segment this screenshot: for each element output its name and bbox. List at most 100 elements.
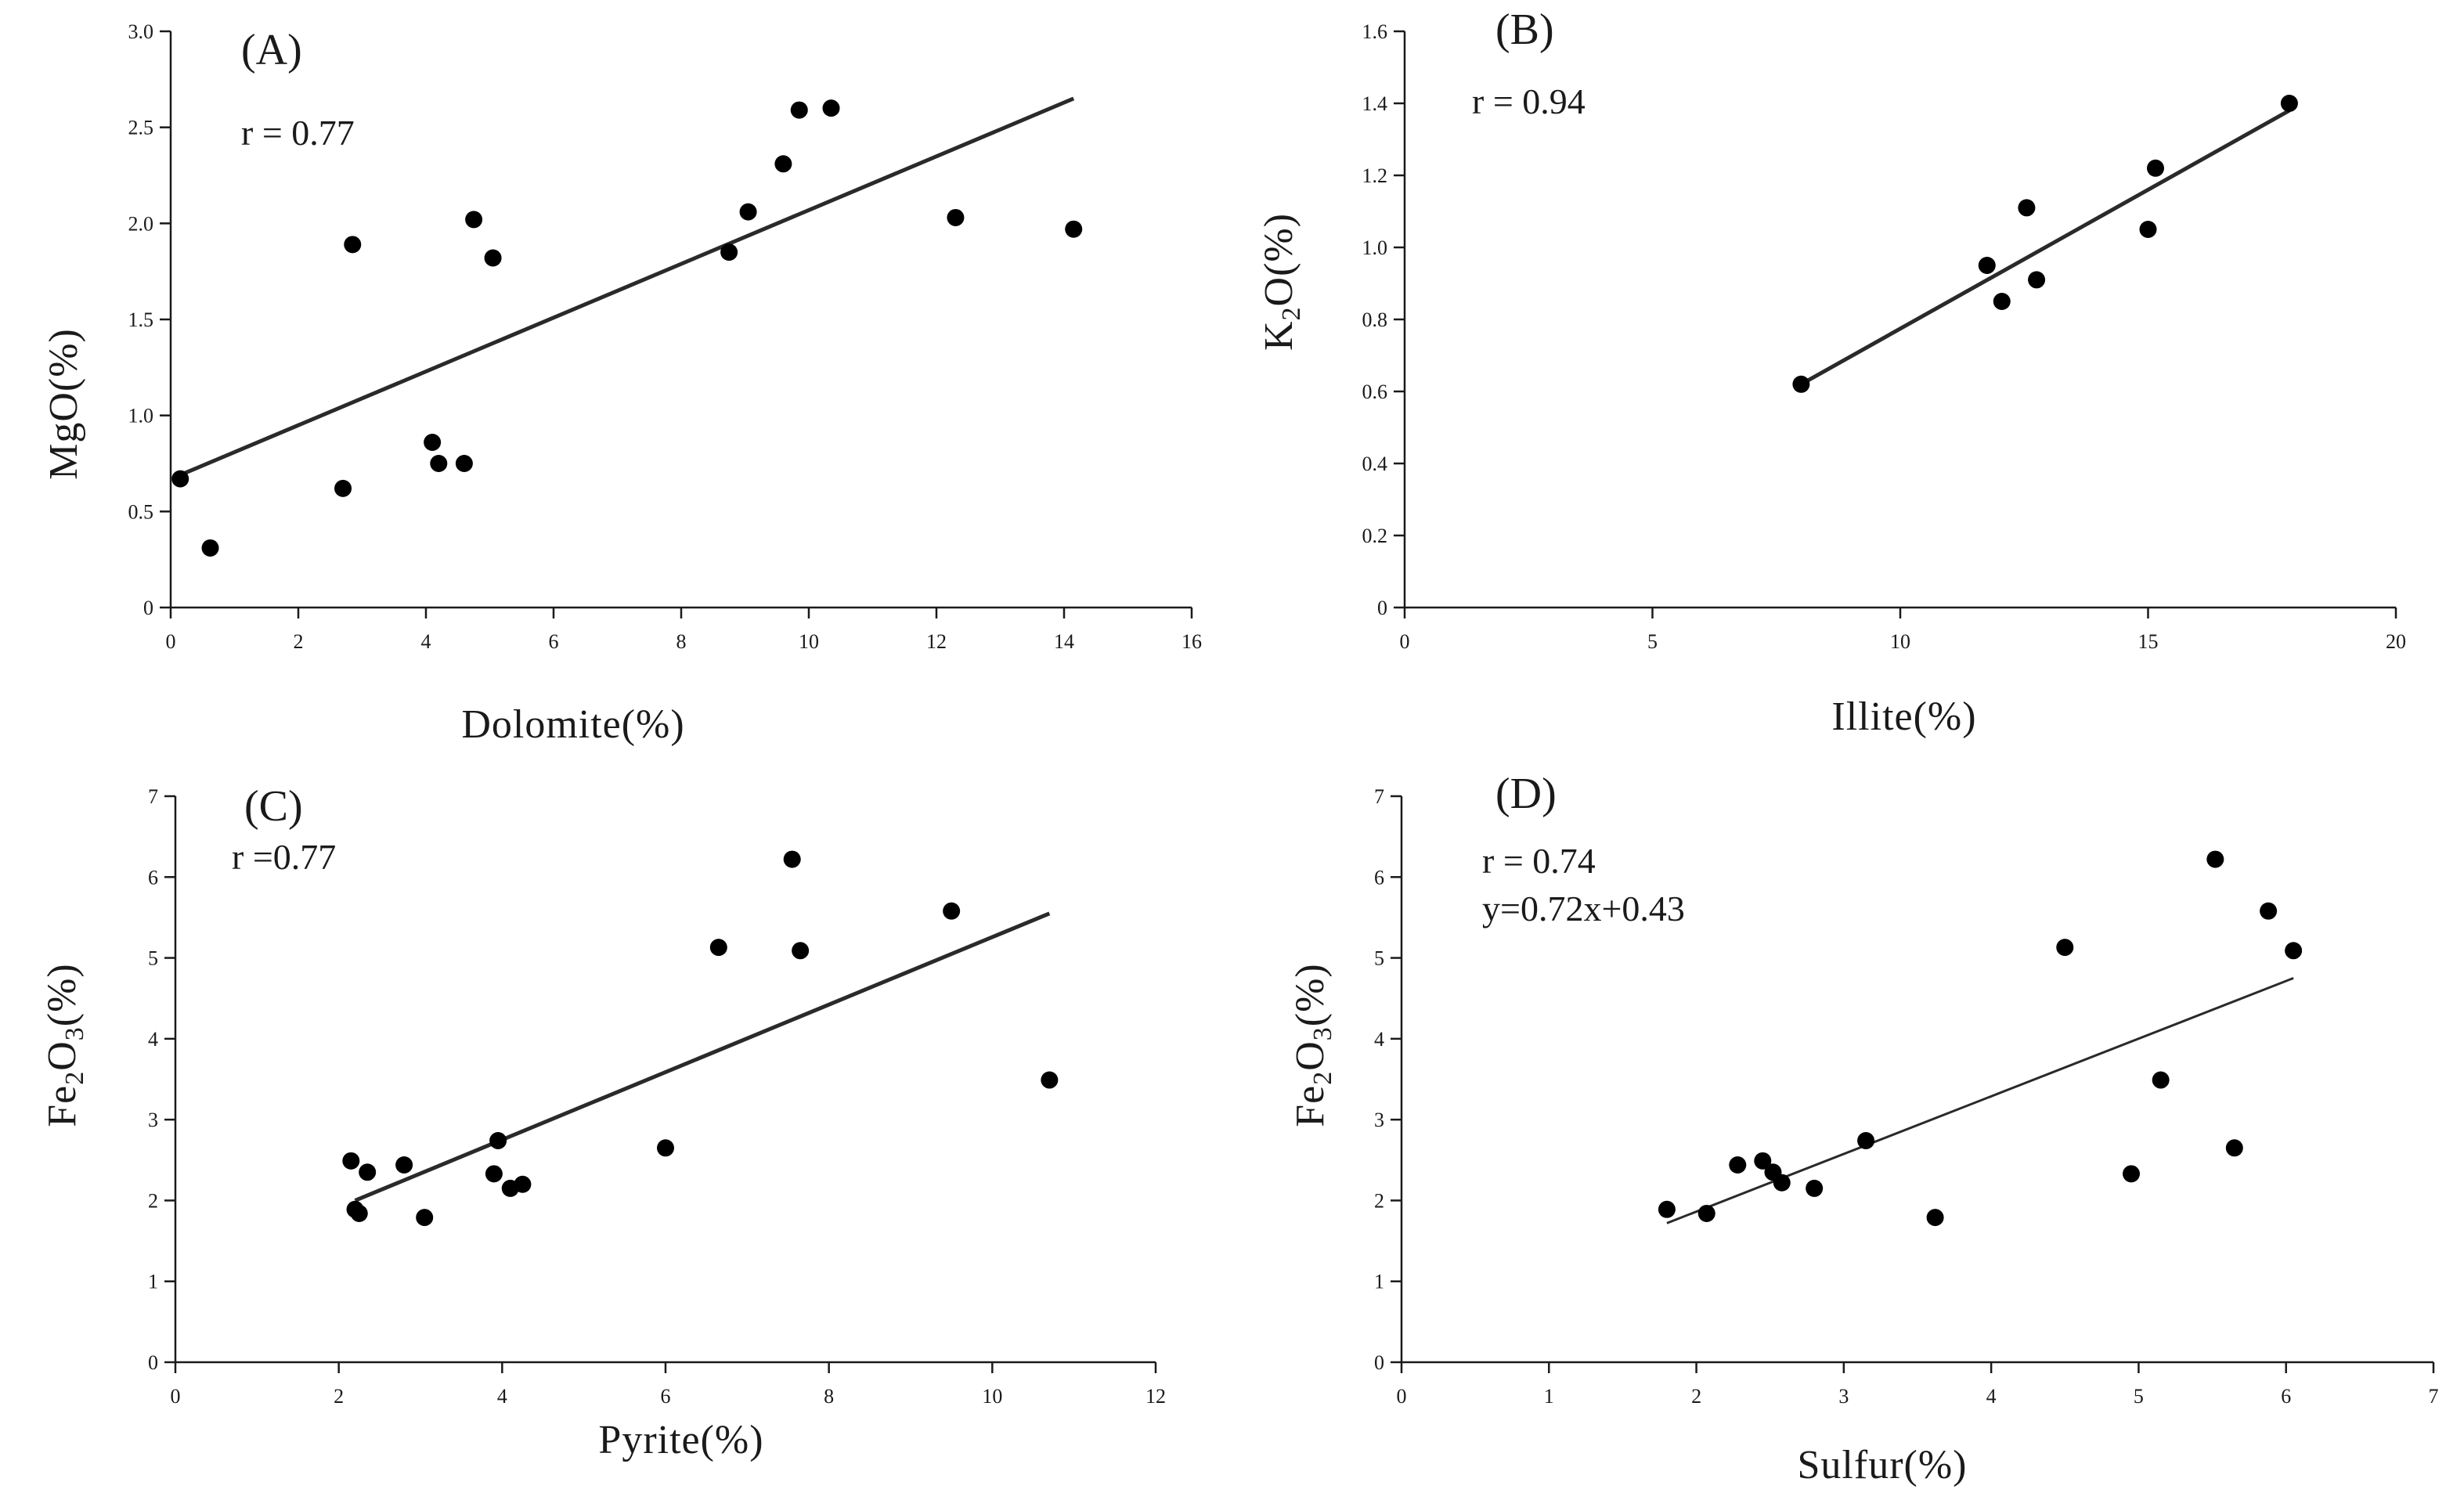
correlation-label: r =0.77	[232, 837, 336, 877]
y-tick-label: 4	[148, 1028, 158, 1051]
equation-label: y=0.72x+0.43	[1482, 889, 1685, 928]
data-point	[792, 942, 810, 960]
panel-label: (A)	[241, 26, 302, 74]
x-tick-label: 20	[2386, 630, 2406, 653]
data-point	[1065, 220, 1083, 238]
data-point	[2225, 1139, 2243, 1157]
data-point	[2152, 1071, 2170, 1089]
data-point	[2260, 902, 2278, 920]
y-tick-label: 1.0	[1362, 236, 1388, 259]
y-tick-label: 5	[1374, 947, 1384, 970]
x-axis-title: Illite(%)	[1831, 694, 1976, 739]
x-tick-label: 8	[676, 630, 687, 653]
x-tick-label: 4	[421, 630, 431, 653]
data-point	[350, 1204, 368, 1222]
y-axis-title-subscript: 3	[1308, 1026, 1337, 1040]
data-point	[485, 1165, 503, 1183]
data-point	[171, 470, 189, 488]
y-tick-label: 1	[1374, 1271, 1384, 1293]
y-tick-label: 1.6	[1362, 20, 1388, 43]
y-axis-title-part: Fe	[1288, 1085, 1333, 1127]
x-tick-label: 5	[1647, 630, 1658, 653]
panel-label: (B)	[1495, 5, 1554, 54]
panel-label: (D)	[1495, 770, 1557, 818]
y-tick-label: 0	[148, 1351, 158, 1374]
y-tick-label: 5	[148, 947, 158, 970]
y-tick-label: 6	[1374, 866, 1384, 889]
x-tick-label: 0	[171, 1385, 181, 1408]
x-tick-label: 8	[824, 1385, 834, 1408]
y-axis-title-part: (%)	[40, 963, 85, 1026]
y-tick-label: 1	[148, 1271, 158, 1293]
x-tick-label: 0	[1400, 630, 1410, 653]
y-tick-label: 2	[1374, 1189, 1384, 1212]
data-point	[1857, 1131, 1875, 1149]
x-tick-label: 0	[1397, 1385, 1407, 1408]
correlation-label: r = 0.77	[241, 113, 355, 153]
x-tick-label: 4	[1986, 1385, 1997, 1408]
data-point	[2139, 221, 2157, 238]
y-tick-label: 7	[1374, 785, 1384, 808]
y-tick-label: 0	[1374, 1351, 1384, 1374]
data-point	[2056, 939, 2074, 957]
data-point	[1041, 1071, 1059, 1089]
x-tick-label: 6	[2281, 1385, 2291, 1408]
x-tick-label: 2	[1691, 1385, 1701, 1408]
data-point	[1926, 1209, 1944, 1227]
data-point	[344, 236, 362, 254]
data-point	[709, 939, 727, 957]
data-point	[739, 203, 757, 221]
data-point	[342, 1152, 360, 1170]
y-tick-label: 6	[148, 866, 158, 889]
x-tick-label: 15	[2138, 630, 2159, 653]
y-axis-title: MgO(%)	[41, 328, 86, 480]
trendline	[1666, 976, 2294, 1224]
x-axis-title: Dolomite(%)	[461, 702, 684, 747]
data-point	[416, 1209, 434, 1227]
data-point	[1806, 1179, 1824, 1197]
panel-b: 0 5 10 15 20 0 0.2 0.4 0.6 0.8 1.0 1.2 1.4 1.6 Illite(…	[1257, 5, 2406, 739]
data-point	[1792, 375, 1810, 393]
y-tick-label: 3	[148, 1109, 158, 1131]
y-tick-label: 2	[148, 1189, 158, 1212]
x-tick-label: 16	[1181, 630, 1202, 653]
data-point	[430, 455, 448, 472]
x-tick-label: 3	[1838, 1385, 1849, 1408]
data-point	[790, 101, 808, 119]
data-point	[2018, 199, 2036, 217]
x-tick-label: 10	[982, 1385, 1002, 1408]
x-tick-label: 7	[2429, 1385, 2439, 1408]
x-tick-label: 12	[926, 630, 947, 653]
data-point	[947, 208, 965, 226]
x-axis-title: Pyrite(%)	[598, 1418, 763, 1462]
y-tick-label: 3.0	[128, 20, 154, 43]
y-axis-title-subscript: 2	[60, 1071, 89, 1085]
data-point	[1754, 1152, 1772, 1170]
y-tick-label: 0.6	[1362, 380, 1388, 403]
trendline	[1800, 109, 2291, 386]
y-tick-label: 2.0	[128, 212, 154, 235]
data-point	[2146, 159, 2164, 177]
x-tick-label: 2	[294, 630, 304, 653]
correlation-label: r = 0.94	[1472, 81, 1586, 121]
data-point	[943, 902, 961, 920]
y-axis-title-part: K	[1257, 320, 1301, 351]
y-axis-title: K2O(%)	[1257, 213, 1306, 351]
data-point	[395, 1156, 413, 1174]
data-point	[1697, 1204, 1715, 1222]
data-point	[822, 99, 840, 117]
panel-label: (C)	[244, 782, 303, 831]
y-tick-label: 0	[143, 597, 153, 619]
y-tick-label: 7	[148, 785, 158, 808]
x-tick-label: 6	[549, 630, 559, 653]
data-point	[2028, 271, 2046, 289]
data-point	[455, 455, 473, 472]
data-point	[1773, 1174, 1791, 1192]
data-point	[424, 434, 442, 452]
data-point	[1993, 293, 2011, 310]
x-tick-label: 5	[2134, 1385, 2144, 1408]
y-axis-title-subscript: 2	[1308, 1071, 1337, 1085]
y-axis-title: Fe2O3(%)	[40, 963, 89, 1127]
x-tick-label: 1	[1544, 1385, 1554, 1408]
